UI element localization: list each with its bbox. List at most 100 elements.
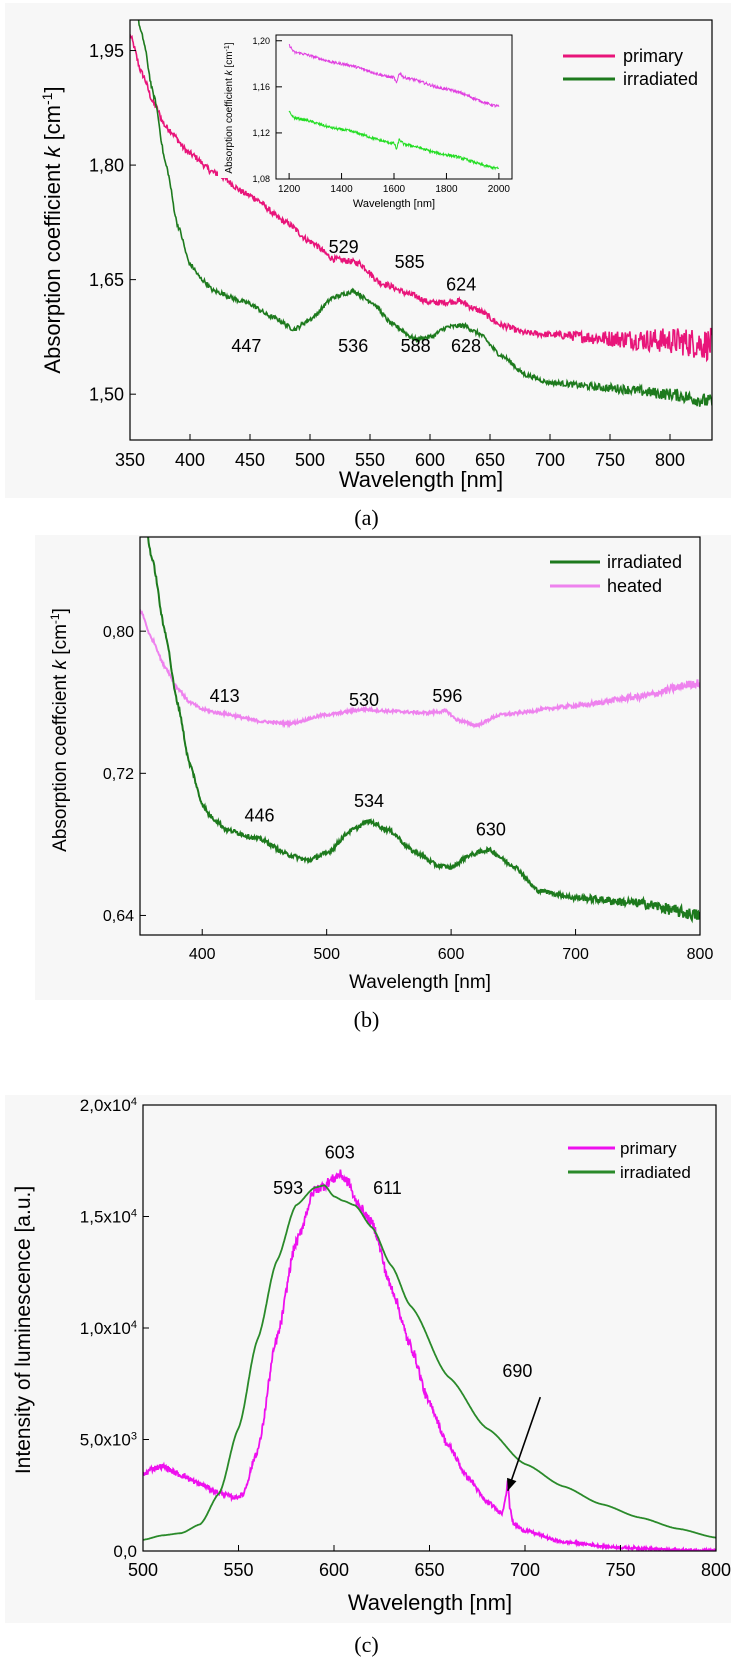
chart-b-xtick-label: 800 (687, 946, 714, 963)
chart-b-annotation-446: 446 (244, 805, 274, 825)
chart-a-annotation-585: 585 (395, 252, 425, 272)
annotation-arrow (507, 1396, 542, 1492)
chart-b-ylabel: Absorption coeffcient k [cm-1] (48, 608, 71, 852)
chart-b: 400 500 600 700 800 0,64 0,72 0,80 Wavelength … (35, 535, 731, 1000)
chart-c-xtick-label: 600 (319, 1560, 349, 1580)
chart-a-ytick-label: 1,65 (89, 270, 124, 290)
chart-c-xtick-label: 800 (701, 1560, 731, 1580)
chart-c-ytick-label: 0,0 (113, 1542, 137, 1561)
chart-c-xtick-label: 750 (605, 1560, 635, 1580)
chart-c-annotation-690: 690 (502, 1361, 532, 1381)
caption-c: (c) (354, 1632, 379, 1657)
chart-a-annotation-447: 447 (231, 336, 261, 356)
inset-xtick-label: 1400 (330, 184, 353, 195)
chart-c-legend: primary irradiated (568, 1139, 691, 1182)
legend-label-primary: primary (620, 1139, 677, 1158)
legend-label-primary: primary (623, 46, 683, 66)
chart-c-ytick-label: 2,0x104 (80, 1096, 137, 1115)
inset-xtick-label: 1600 (383, 184, 406, 195)
chart-a-annotation-536: 536 (338, 336, 368, 356)
chart-b-xtick-label: 700 (562, 946, 589, 963)
chart-a-ytick-label: 1,50 (89, 384, 124, 404)
chart-c-xtick-label: 700 (510, 1560, 540, 1580)
chart-b-annotation-530: 530 (349, 690, 379, 710)
chart-b-frame (139, 536, 701, 936)
chart-b-ytick-label: 0,72 (103, 766, 134, 783)
inset-xlabel: Wavelength [nm] (353, 198, 435, 210)
chart-a: 350 400 450 500 550 600 650 700 750 800 1,50 1,65 1… (5, 3, 731, 498)
inset-chart: 1200 1400 1600 1800 2000 1,08 1,12 1,16 1,20 Wa… (218, 33, 514, 210)
chart-a-xtick-label: 650 (475, 450, 505, 470)
chart-b-annotation-630: 630 (476, 820, 506, 840)
chart-b-annotation-596: 596 (432, 686, 462, 706)
inset-xtick-label: 1800 (435, 184, 458, 195)
panel-c: 500 550 600 650 700 750 800 0,0 5,0x103 1,0x104 1… (0, 1095, 733, 1664)
chart-b-xtick-label: 400 (189, 946, 216, 963)
chart-a-xtick-label: 800 (655, 450, 685, 470)
chart-c-background (5, 1095, 731, 1623)
series-line-primary (130, 34, 712, 363)
legend-label-irradiated: irradiated (623, 69, 698, 89)
chart-b-ytick-label: 0,80 (103, 624, 134, 641)
panel-a: 350 400 450 500 550 600 650 700 750 800 1,50 1,65 1… (0, 0, 733, 535)
inset-ytick-label: 1,08 (252, 174, 270, 184)
chart-a-annotation-624: 624 (446, 274, 476, 294)
series-line-irradiated (137, 20, 712, 407)
inset-background (218, 33, 514, 178)
chart-b-xtick-label: 500 (313, 946, 340, 963)
chart-c-ylabel: Intensity of luminescence [a.u.] (12, 1186, 35, 1474)
series-line-irradiated (143, 1184, 716, 1541)
chart-a-xlabel: Wavelength [nm] (339, 467, 503, 492)
inset-ytick-label: 1,20 (252, 36, 270, 46)
series-line-heated (140, 609, 700, 729)
chart-a-frame (129, 19, 713, 441)
chart-c: 500 550 600 650 700 750 800 0,0 5,0x103 1,0x104 1… (5, 1095, 731, 1623)
chart-c-ytick-label: 1,0x104 (80, 1319, 137, 1338)
caption-a: (a) (354, 505, 379, 530)
inset-ytick-label: 1,16 (252, 82, 270, 92)
chart-c-annotation-603: 603 (325, 1143, 355, 1163)
chart-b-annotation-534: 534 (354, 791, 384, 811)
series-line-inset-0 (288, 43, 500, 109)
chart-a-annotation-529: 529 (329, 237, 359, 257)
inset-ytick-label: 1,12 (252, 128, 270, 138)
chart-b-ytick-label: 0,64 (103, 908, 134, 925)
chart-c-xtick-label: 650 (414, 1560, 444, 1580)
chart-c-annotation-611: 611 (373, 1178, 402, 1198)
chart-a-ylabel: Absorption coefficient k [cm-1] (39, 86, 65, 373)
legend-label-irradiated: irradiated (607, 552, 682, 572)
chart-a-xtick-label: 750 (595, 450, 625, 470)
inset-ylabel: Absorption coefficient k [cm-1] (224, 42, 236, 173)
series-line-irradiated (147, 537, 700, 924)
chart-b-annotation-413: 413 (210, 686, 240, 706)
chart-a-xtick-label: 550 (355, 450, 385, 470)
chart-a-xtick-label: 600 (415, 450, 445, 470)
legend-label-irradiated: irradiated (620, 1163, 691, 1182)
chart-c-ytick-label: 5,0x103 (80, 1430, 137, 1449)
chart-a-annotation-628: 628 (451, 336, 481, 356)
chart-a-xtick-label: 450 (235, 450, 265, 470)
chart-c-xlabel: Wavelength [nm] (348, 1590, 512, 1615)
annotation-arrowhead (507, 1477, 517, 1491)
inset-xtick-label: 2000 (488, 184, 511, 195)
chart-b-xtick-label: 600 (438, 946, 465, 963)
chart-c-xtick-label: 550 (223, 1560, 253, 1580)
legend-label-heated: heated (607, 576, 662, 596)
inset-xtick-label: 1200 (278, 184, 301, 195)
chart-a-ytick-label: 1,95 (89, 41, 124, 61)
chart-a-annotation-588: 588 (401, 336, 431, 356)
chart-a-xtick-label: 350 (115, 450, 145, 470)
chart-a-legend: primary irradiated (563, 46, 698, 89)
panel-b: 400 500 600 700 800 0,64 0,72 0,80 Wavelength … (0, 535, 733, 1040)
series-line-inset-1 (288, 110, 500, 171)
chart-a-xtick-label: 700 (535, 450, 565, 470)
chart-b-legend: irradiated heated (550, 552, 682, 596)
chart-c-xtick-label: 500 (128, 1560, 158, 1580)
chart-a-ytick-label: 1,80 (89, 155, 124, 175)
chart-a-xtick-label: 500 (295, 450, 325, 470)
chart-c-annotation-593: 593 (273, 1178, 303, 1198)
chart-c-ytick-label: 1,5x104 (80, 1207, 137, 1226)
chart-a-xtick-label: 400 (175, 450, 205, 470)
chart-b-background (35, 535, 731, 1000)
caption-b: (b) (353, 1007, 380, 1032)
